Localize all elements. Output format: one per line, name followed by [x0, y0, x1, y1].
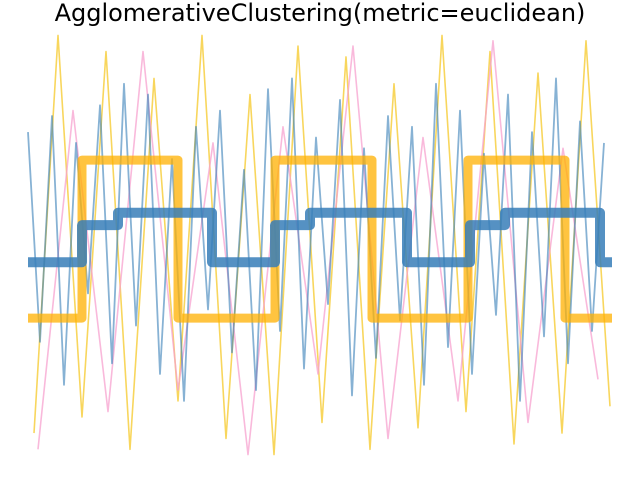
waveform-line — [28, 155, 612, 323]
waveform-line — [27, 77, 605, 402]
waveform-line — [28, 207, 612, 268]
chart-title: AgglomerativeClustering(metric=euclidean… — [55, 0, 586, 27]
waveform-line — [33, 34, 611, 456]
